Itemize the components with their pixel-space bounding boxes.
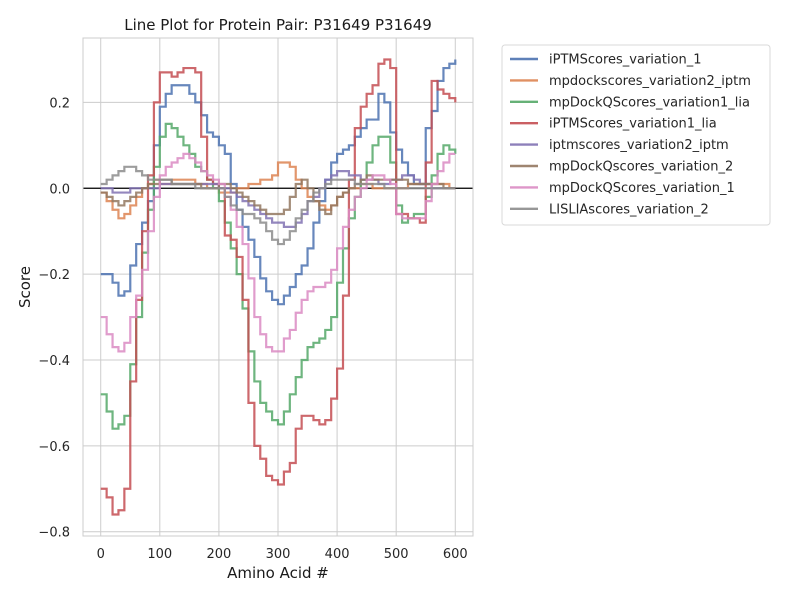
x-tick-labels: 0 100 200 300 400 500 600	[97, 547, 468, 562]
series-line-7	[100, 152, 456, 353]
y-tick-label: 0.0	[49, 182, 70, 197]
y-tick-label: −0.2	[38, 268, 70, 283]
y-tick-label: −0.6	[38, 440, 70, 455]
legend-box	[501, 44, 771, 226]
y-tick-label: −0.8	[38, 526, 70, 541]
x-tick-label: 600	[443, 547, 468, 562]
x-axis-label: Amino Acid #	[227, 564, 329, 582]
legend-label-8: LISLIAscores_variation_2	[549, 202, 709, 217]
x-tick-label: 300	[266, 547, 291, 562]
legend-label-7: mpDockQScores_variation_1	[549, 181, 735, 196]
legend-label-4: iPTMScores_variation1_lia	[549, 117, 717, 132]
chart-title: Line Plot for Protein Pair: P31649 P3164…	[124, 16, 432, 34]
x-tick-label: 0	[97, 547, 105, 562]
y-axis-label: Score	[16, 266, 34, 308]
plot-frame	[82, 37, 474, 537]
legend-label-1: iPTMScores_variation_1	[549, 53, 702, 68]
legend-label-5: iptmscores_variation2_iptm	[549, 138, 729, 153]
grid-lines	[83, 38, 473, 536]
legend-label-6: mpDockQscores_variation_2	[549, 160, 733, 175]
x-tick-label: 400	[325, 547, 350, 562]
x-tick-label: 500	[384, 547, 409, 562]
x-tick-label: 100	[147, 547, 172, 562]
legend-label-2: mpdockscores_variation2_iptm	[549, 74, 751, 89]
y-tick-label: 0.2	[49, 96, 70, 111]
y-tick-label: −0.4	[38, 354, 70, 369]
series-lines	[100, 58, 457, 516]
series-line-8	[100, 165, 456, 246]
legend-label-3: mpDockQScores_variation1_lia	[549, 95, 750, 110]
x-tick-label: 200	[206, 547, 231, 562]
legend: iPTMScores_variation_1 mpdockscores_varia…	[501, 44, 771, 226]
series-line-4	[100, 58, 457, 516]
y-tick-labels: −0.8 −0.6 −0.4 −0.2 0.0 0.2	[38, 96, 70, 540]
